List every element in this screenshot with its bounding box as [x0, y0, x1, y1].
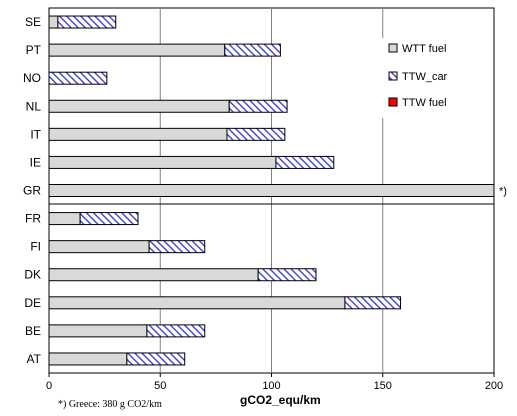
- bar-pt-series-0: [48, 43, 226, 57]
- legend: WTT fuel TTW_car TTW fuel: [380, 38, 490, 118]
- bar-de-series-0: [48, 296, 346, 310]
- bar-at-series-0: [48, 352, 128, 366]
- category-label-nl: NL: [26, 99, 42, 113]
- category-label-no: NO: [23, 71, 41, 85]
- bar-se-series-0: [48, 15, 59, 29]
- x-tick-label-0: 0: [46, 380, 52, 392]
- legend-box: [380, 38, 490, 118]
- bar-fr-series-1: [79, 212, 139, 226]
- category-label-se: SE: [25, 15, 41, 29]
- bar-fr-series-0: [48, 212, 81, 226]
- bar-gr-series-0: [48, 184, 495, 197]
- bar-fi-series-0: [48, 240, 150, 254]
- legend-swatch-ttw-car: [388, 71, 398, 81]
- category-labels: SE PT NO NL IT IE GR FR FI DK DE BE AT: [23, 15, 42, 366]
- legend-label-wtt: WTT fuel: [402, 43, 446, 55]
- bar-dk-series-0: [48, 268, 259, 282]
- bar-ie-series-1: [275, 155, 335, 169]
- bar-be-series-0: [48, 324, 148, 338]
- bar-no-series-1: [48, 71, 108, 85]
- legend-label-ttw-fuel: TTW fuel: [402, 97, 447, 109]
- x-tick-label-50: 50: [154, 380, 166, 392]
- annotation-overflow-mark: *): [499, 186, 507, 198]
- bar-it-series-0: [48, 127, 228, 141]
- category-label-pt: PT: [26, 43, 42, 57]
- category-label-gr: GR: [23, 184, 41, 198]
- bar-nl-series-1: [228, 99, 288, 113]
- bar-ie-series-0: [48, 155, 277, 169]
- legend-swatch-ttw-fuel: [388, 97, 398, 107]
- footnote: *) Greece: 380 g CO2/km: [58, 399, 162, 410]
- bar-at-series-1: [126, 352, 186, 366]
- bar-it-series-1: [226, 127, 286, 141]
- legend-label-ttw-car: TTW_car: [402, 71, 448, 83]
- category-label-dk: DK: [24, 268, 41, 282]
- category-label-be: BE: [25, 324, 41, 338]
- x-tick-label-150: 150: [374, 380, 392, 392]
- bar-be-series-1: [146, 324, 206, 338]
- category-label-fr: FR: [25, 212, 41, 226]
- bar-se-series-1: [57, 15, 117, 29]
- bar-de-series-1: [344, 296, 402, 310]
- category-label-it: IT: [30, 127, 41, 141]
- bar-pt-series-1: [224, 43, 281, 57]
- bars: [48, 15, 495, 366]
- bar-fi-series-1: [148, 240, 206, 254]
- bar-nl-series-0: [48, 99, 230, 113]
- category-label-at: AT: [27, 352, 42, 366]
- x-tick-label-200: 200: [485, 380, 503, 392]
- category-label-fi: FI: [30, 240, 41, 254]
- bar-dk-series-1: [257, 268, 317, 282]
- x-tick-label-100: 100: [262, 380, 280, 392]
- category-label-ie: IE: [30, 155, 41, 169]
- tick-labels: 0 50 100 150 200: [46, 380, 503, 392]
- annotations: *) *) Greece: 380 g CO2/km: [58, 186, 507, 411]
- category-label-de: DE: [24, 296, 41, 310]
- legend-swatch-wtt: [388, 43, 398, 53]
- x-axis-title: gCO2_equ/km: [240, 393, 321, 407]
